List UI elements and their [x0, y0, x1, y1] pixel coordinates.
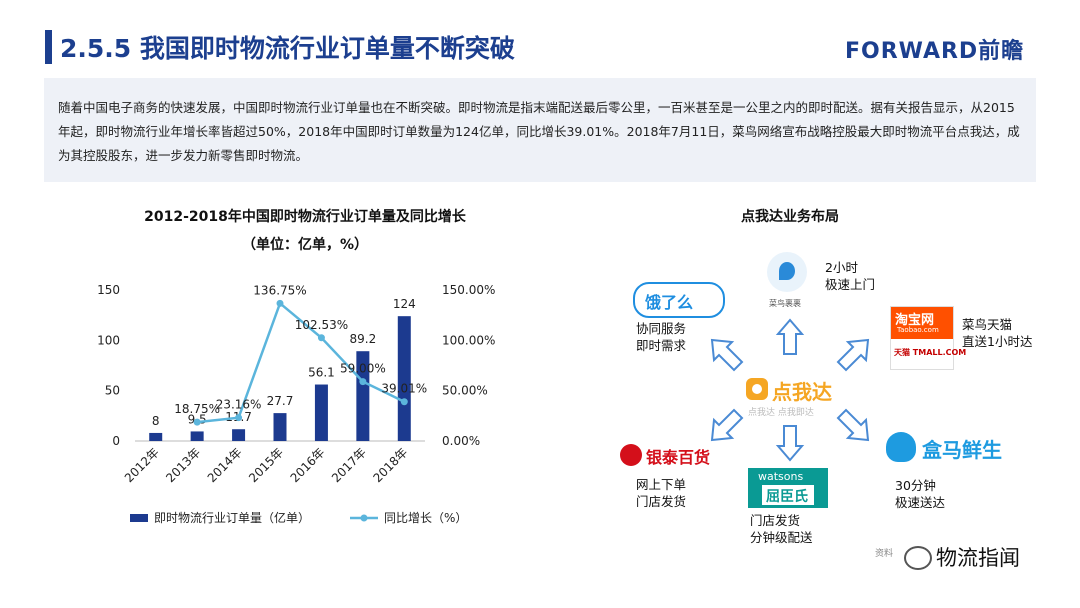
taobao-tmall-logo: 淘宝网 Taobao.com 天猫 TMALL.COM: [890, 306, 966, 370]
brand-logo: FORWARD前瞻: [845, 39, 1025, 64]
node-watsons-line1: 门店发货: [750, 513, 801, 528]
node-yintai-line2: 门店发货: [636, 494, 687, 509]
bar-data-label: 89.2: [349, 332, 376, 346]
x-tick-label: 2017年: [329, 445, 369, 485]
node-hema-line2: 极速送达: [895, 495, 946, 510]
arrow-down-left-icon: [710, 408, 744, 442]
growth-data-label: 102.53%: [295, 318, 348, 332]
intro-box: [44, 78, 1036, 182]
node-yintai-line1: 网上下单: [636, 477, 687, 492]
wechat-icon: [904, 546, 932, 570]
chart-subtitle: （单位：亿单，%）: [241, 237, 369, 253]
yintai-icon: [620, 444, 642, 466]
arrow-down-right-icon: [836, 408, 870, 442]
dianwoda-logo-text: 点我达: [772, 380, 832, 404]
watsons-logo: watsons 屈臣氏: [748, 468, 828, 508]
taobao-logo-text: 淘宝网: [895, 313, 935, 328]
y-left-tick-label: 50: [105, 384, 120, 398]
cainiao-logo-text: 菜鸟裹裹: [769, 299, 801, 308]
growth-point: [276, 299, 284, 307]
y-right-tick-label: 100.00%: [442, 333, 495, 347]
y-right-tick-label: 0.00%: [442, 434, 480, 448]
eleme-logo-text: 饿了么: [645, 293, 694, 312]
diagram-title: 点我达业务布局: [741, 209, 839, 225]
x-tick-label: 2014年: [205, 445, 245, 485]
growth-point: [193, 418, 201, 426]
yintai-logo-text: 银泰百货: [646, 448, 711, 467]
node-eleme-line1: 协同服务: [636, 321, 687, 336]
arrow-up-left-icon: [710, 338, 744, 372]
legend-line-marker: [360, 514, 368, 522]
growth-point: [400, 398, 408, 406]
yintai-logo: 银泰百货: [620, 441, 720, 471]
legend-bar-label: 即时物流行业订单量（亿单）: [154, 510, 310, 525]
growth-data-label: 136.75%: [253, 283, 306, 297]
growth-line: [197, 301, 405, 424]
y-left-tick-label: 0: [112, 434, 120, 448]
chart-title: 2012-2018年中国即时物流行业订单量及同比增长: [144, 209, 466, 225]
bar: [232, 429, 246, 441]
x-tick-label: 2012年: [122, 445, 162, 485]
node-eleme-line2: 即时需求: [636, 338, 687, 353]
footer-source: 资料: [875, 549, 894, 559]
x-tick-label: 2015年: [246, 445, 286, 485]
growth-data-label: 23.16%: [216, 398, 262, 412]
dianwoda-logo: 点我达: [740, 370, 840, 410]
bar: [397, 316, 411, 441]
y-left-tick-label: 150: [97, 283, 120, 297]
bar-data-label: 8: [152, 414, 160, 428]
growth-data-label: 18.75%: [174, 402, 220, 416]
bar-data-label: 124: [393, 297, 416, 311]
intro-text: 随着中国电子商务的快速发展，中国即时物流行业订单量也在不断突破。即时物流是指末端…: [58, 100, 1020, 163]
bar-data-label: 27.7: [267, 394, 294, 408]
arrow-up-icon: [775, 318, 805, 355]
growth-point: [317, 334, 325, 342]
node-hema-line1: 30分钟: [895, 478, 936, 493]
x-tick-label: 2016年: [288, 445, 328, 485]
tmall-logo-text: 天猫 TMALL.COM: [894, 348, 967, 357]
node-tmall-line2: 直送1小时达: [962, 334, 1033, 349]
bar: [149, 432, 163, 441]
legend-bar-swatch: [130, 514, 148, 522]
y-right-tick-label: 150.00%: [442, 283, 495, 297]
bar: [273, 413, 287, 441]
node-cainiao-line2: 极速上门: [825, 277, 876, 292]
dianwoda-slogan: 点我达 点我即达: [748, 408, 814, 418]
bar: [190, 431, 204, 441]
node-tmall-line1: 菜鸟天猫: [962, 317, 1013, 332]
hema-icon: [886, 432, 916, 462]
cainiao-bird-icon: [779, 262, 795, 280]
dianwoda-icon-inner: [752, 384, 762, 394]
title-accent-bar: [45, 30, 52, 64]
growth-data-label: 59.00%: [340, 362, 386, 376]
x-tick-label: 2013年: [163, 445, 203, 485]
node-watsons-line2: 分钟级配送: [750, 530, 813, 545]
watsons-logo-cn: 屈臣氏: [766, 489, 808, 505]
watsons-logo-top: watsons: [758, 470, 804, 483]
arrow-down-icon: [775, 425, 805, 462]
cainiao-icon: [767, 252, 807, 292]
taobao-logo: 淘宝网 Taobao.com: [891, 307, 953, 339]
bar: [314, 384, 328, 441]
x-tick-label: 2018年: [370, 445, 410, 485]
growth-data-label: 39.01%: [381, 382, 427, 396]
bar-data-label: 56.1: [308, 366, 335, 380]
y-left-tick-label: 100: [97, 333, 120, 347]
taobao-logo-sub: Taobao.com: [897, 326, 939, 334]
eleme-logo: 饿了么: [633, 282, 725, 318]
y-right-tick-label: 50.00%: [442, 384, 488, 398]
hema-logo-text: 盒马鲜生: [922, 438, 1002, 462]
diagram-arrows: [710, 318, 870, 462]
page-title: 2.5.5 我国即时物流行业订单量不断突破: [60, 34, 515, 63]
growth-point: [235, 414, 243, 422]
bar-line-chart: 0501001500.00%50.00%100.00%150.00%89.511…: [97, 283, 495, 525]
hema-logo: 盒马鲜生: [886, 430, 1016, 466]
growth-point: [359, 378, 367, 386]
footer-wechat-account: 物流指闻: [936, 546, 1020, 570]
arrow-up-right-icon: [836, 338, 870, 372]
legend-line-label: 同比增长（%）: [384, 511, 467, 525]
node-cainiao-line1: 2小时: [825, 260, 858, 275]
watsons-logo-bottom: [762, 485, 814, 505]
bar: [356, 351, 370, 441]
